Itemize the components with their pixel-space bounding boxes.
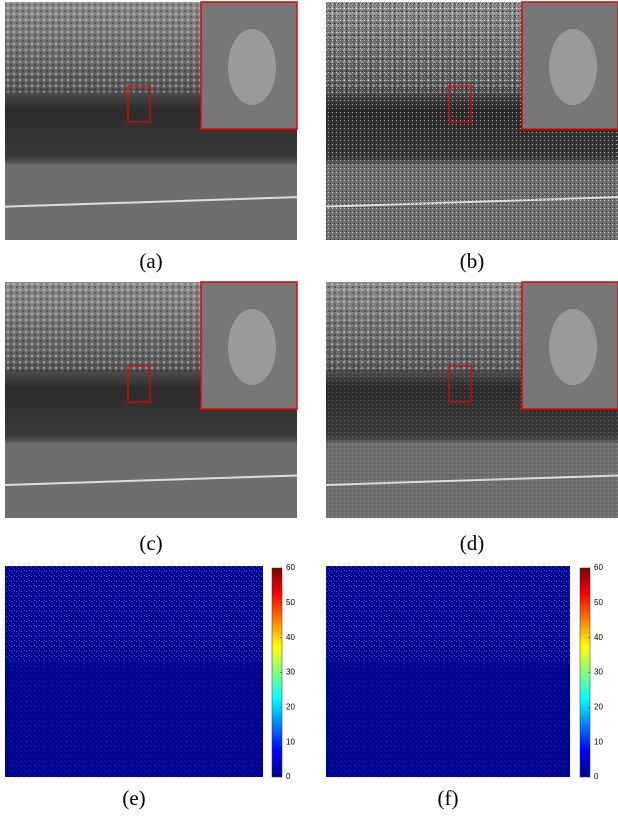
caption: (b) (460, 249, 485, 273)
caption: (c) (139, 531, 162, 555)
inset-face (549, 309, 597, 385)
colorbar-tick-label: 10 (594, 737, 603, 746)
colorbar-tick-label: 0 (594, 772, 599, 781)
caption: (d) (460, 531, 485, 555)
panel: (d) (326, 282, 618, 555)
panel: (c) (5, 282, 297, 555)
caption: (e) (122, 786, 145, 810)
panel: 0 10 20 30 40 50 60 (e) (5, 563, 295, 810)
panel: (b) (326, 2, 618, 273)
colorbar-tick-label: 10 (286, 737, 295, 746)
inset-face (228, 29, 276, 105)
inset-face (549, 29, 597, 105)
figure: (a) (b) (c) (d) 0 10 20 30 40 50 60 (e) 0 10 20 30 40 50 6… (0, 0, 618, 818)
error-speckle (5, 661, 263, 777)
colorbar-tick-label: 60 (594, 563, 603, 572)
error-speckle (326, 566, 570, 661)
colorbar-tick-label: 0 (286, 772, 291, 781)
error-speckle (5, 566, 263, 661)
error-speckle (326, 661, 570, 777)
caption: (a) (139, 249, 162, 273)
colorbar-tick-label: 50 (594, 598, 603, 607)
panel: (a) (5, 2, 297, 273)
colorbar-tick-label: 40 (594, 633, 603, 642)
colorbar-tick-label: 40 (286, 633, 295, 642)
colorbar-tick-label: 30 (286, 668, 295, 677)
colorbar-tick-label: 60 (286, 563, 295, 572)
inset-face (228, 309, 276, 385)
colorbar-tick-label: 20 (594, 702, 603, 711)
panel: 0 10 20 30 40 50 60 (f) (326, 563, 603, 810)
colorbar-tick-label: 30 (594, 668, 603, 677)
colorbar-tick-label: 50 (286, 598, 295, 607)
colorbar-tick-label: 20 (286, 702, 295, 711)
caption: (f) (438, 786, 459, 810)
